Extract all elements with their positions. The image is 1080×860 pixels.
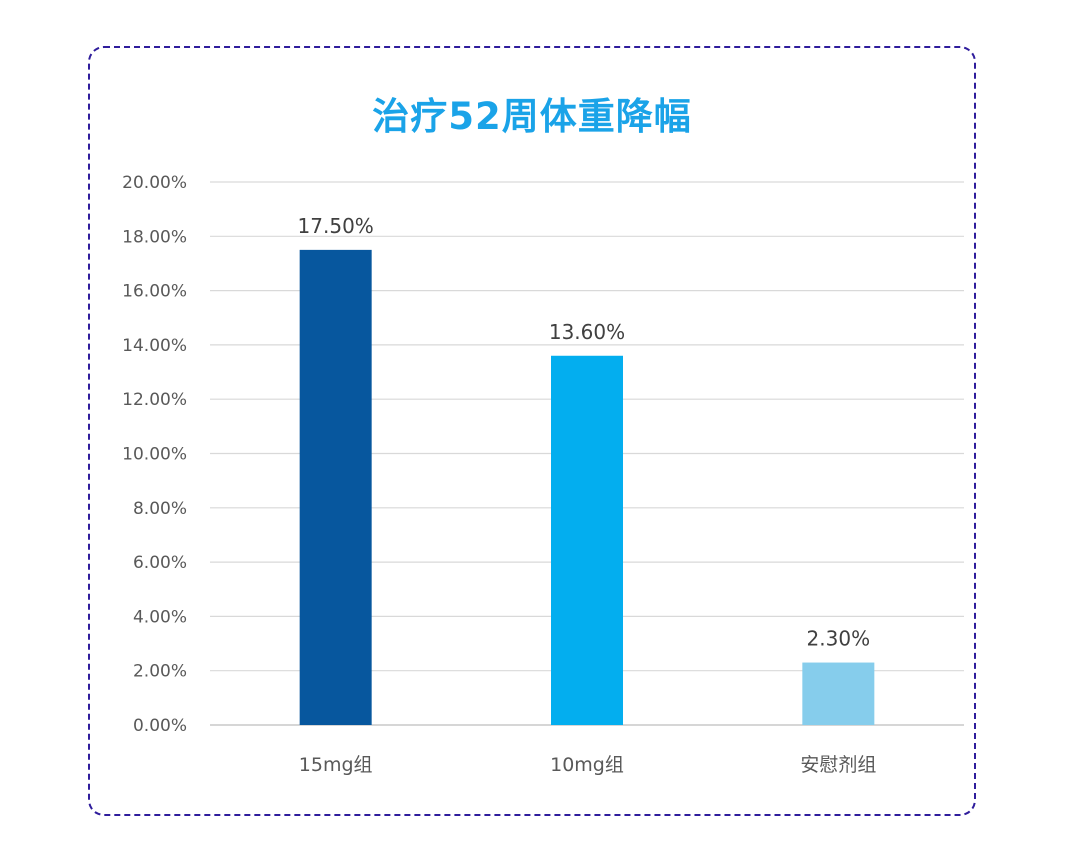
- y-tick-label: 20.00%: [122, 173, 187, 193]
- data-label: 13.60%: [549, 320, 625, 344]
- y-tick-label: 0.00%: [133, 716, 187, 736]
- y-axis-tick-labels: 0.00% 2.00% 4.00% 6.00% 8.00% 10.00% 12.00% 14.…: [122, 173, 187, 736]
- y-tick-label: 4.00%: [133, 607, 187, 627]
- data-labels: 17.50% 13.60% 2.30%: [298, 214, 871, 651]
- x-tick-label: 15mg组: [299, 754, 373, 776]
- chart-title: 治疗52周体重降幅: [372, 95, 692, 138]
- x-tick-label: 10mg组: [550, 754, 624, 776]
- bar: [802, 662, 875, 725]
- y-tick-label: 14.00%: [122, 336, 187, 356]
- data-label: 2.30%: [807, 627, 871, 651]
- y-tick-label: 10.00%: [122, 445, 187, 465]
- y-tick-label: 18.00%: [122, 227, 187, 247]
- y-tick-label: 12.00%: [122, 390, 187, 410]
- y-tick-label: 16.00%: [122, 282, 187, 302]
- y-tick-label: 8.00%: [133, 499, 187, 519]
- x-axis-tick-labels: 15mg组 10mg组 安慰剂组: [299, 754, 877, 776]
- y-tick-label: 6.00%: [133, 553, 187, 573]
- x-tick-label: 安慰剂组: [800, 754, 876, 776]
- y-tick-label: 2.00%: [133, 662, 187, 682]
- bars: [299, 249, 875, 725]
- bar: [551, 355, 623, 725]
- bar: [299, 249, 372, 725]
- data-label: 17.50%: [298, 214, 374, 238]
